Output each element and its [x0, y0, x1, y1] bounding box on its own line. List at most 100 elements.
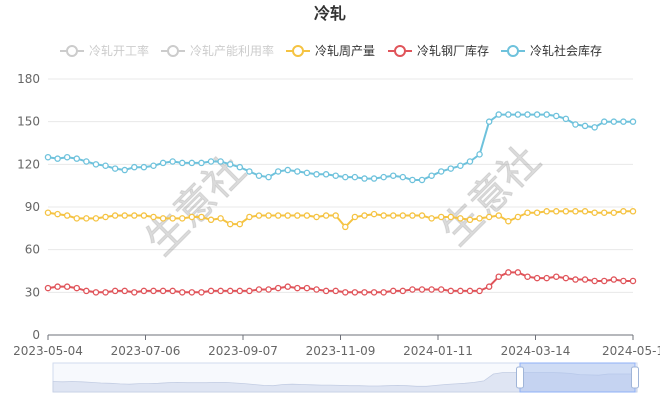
legend-item[interactable]: 冷轧产能利用率 — [161, 43, 274, 58]
data-point[interactable] — [44, 153, 52, 161]
legend-item[interactable]: 冷轧钢厂库存 — [388, 43, 489, 58]
data-point[interactable] — [581, 122, 589, 130]
data-point[interactable] — [562, 274, 570, 282]
data-point[interactable] — [111, 287, 119, 295]
data-point[interactable] — [476, 215, 483, 222]
data-point[interactable] — [121, 212, 128, 219]
data-point[interactable] — [342, 289, 349, 296]
data-point[interactable] — [150, 213, 157, 221]
data-point[interactable] — [188, 213, 196, 221]
data-point[interactable] — [389, 212, 397, 219]
data-point[interactable] — [485, 118, 493, 125]
data-point[interactable] — [629, 277, 637, 285]
data-point[interactable] — [591, 277, 598, 285]
data-point[interactable] — [140, 212, 148, 219]
data-point[interactable] — [533, 209, 541, 216]
data-point[interactable] — [102, 289, 109, 296]
data-point[interactable] — [159, 215, 167, 222]
data-point[interactable] — [457, 287, 464, 295]
data-point[interactable] — [485, 213, 493, 221]
data-point[interactable] — [361, 212, 368, 219]
data-point[interactable] — [581, 276, 589, 283]
data-point[interactable] — [294, 168, 301, 175]
data-point[interactable] — [169, 287, 176, 295]
zoom-handle[interactable] — [516, 366, 524, 389]
data-point[interactable] — [629, 208, 637, 215]
data-point[interactable] — [610, 276, 618, 283]
data-point[interactable] — [246, 287, 253, 295]
data-point[interactable] — [572, 121, 579, 128]
data-point[interactable] — [63, 212, 71, 219]
data-point[interactable] — [265, 286, 272, 293]
zoom-handle[interactable] — [631, 366, 639, 389]
data-point[interactable] — [63, 283, 71, 290]
data-point[interactable] — [600, 118, 608, 125]
data-point[interactable] — [322, 212, 330, 219]
data-point[interactable] — [389, 172, 397, 179]
data-point[interactable] — [351, 289, 359, 296]
data-point[interactable] — [409, 286, 416, 293]
data-point[interactable] — [370, 289, 378, 296]
data-point[interactable] — [246, 168, 253, 175]
data-point[interactable] — [437, 168, 445, 175]
data-point[interactable] — [44, 284, 52, 292]
data-point[interactable] — [131, 289, 138, 296]
data-point[interactable] — [553, 112, 560, 120]
data-point[interactable] — [495, 111, 502, 118]
data-point[interactable] — [505, 269, 512, 276]
data-point[interactable] — [255, 172, 263, 179]
data-point[interactable] — [73, 284, 81, 292]
data-point[interactable] — [274, 284, 282, 292]
data-point[interactable] — [514, 111, 522, 118]
data-point[interactable] — [399, 173, 407, 181]
data-point[interactable] — [159, 287, 167, 295]
zoom-selected-window[interactable] — [519, 362, 636, 393]
data-point[interactable] — [226, 161, 234, 168]
data-point[interactable] — [476, 151, 483, 158]
data-point[interactable] — [610, 209, 618, 216]
data-point[interactable] — [83, 287, 90, 295]
data-point[interactable] — [140, 163, 148, 171]
data-point[interactable] — [284, 166, 292, 174]
data-point[interactable] — [92, 161, 100, 168]
data-point[interactable] — [265, 173, 272, 181]
data-point[interactable] — [121, 287, 128, 295]
data-point[interactable] — [524, 273, 531, 280]
data-point[interactable] — [610, 118, 618, 125]
data-point[interactable] — [255, 286, 263, 293]
data-point[interactable] — [553, 273, 560, 280]
data-point[interactable] — [246, 213, 253, 221]
data-point[interactable] — [514, 213, 522, 221]
data-point[interactable] — [457, 215, 464, 222]
data-point[interactable] — [370, 210, 378, 218]
data-point[interactable] — [159, 159, 167, 167]
data-point[interactable] — [322, 171, 330, 178]
data-zoom-slider[interactable] — [52, 362, 639, 393]
data-point[interactable] — [236, 287, 244, 295]
data-point[interactable] — [485, 283, 493, 290]
legend-item[interactable]: 冷轧开工率 — [60, 43, 149, 58]
data-point[interactable] — [524, 209, 531, 216]
data-point[interactable] — [351, 173, 359, 181]
data-point[interactable] — [447, 213, 455, 221]
data-point[interactable] — [437, 213, 445, 221]
data-point[interactable] — [533, 111, 541, 118]
data-point[interactable] — [418, 286, 426, 293]
data-point[interactable] — [543, 208, 550, 215]
data-point[interactable] — [361, 175, 368, 182]
data-point[interactable] — [226, 287, 234, 295]
data-point[interactable] — [399, 287, 407, 295]
data-point[interactable] — [226, 220, 234, 228]
data-point[interactable] — [600, 277, 608, 285]
data-point[interactable] — [466, 158, 474, 165]
data-point[interactable] — [332, 172, 339, 179]
data-point[interactable] — [217, 287, 224, 295]
data-point[interactable] — [92, 289, 100, 296]
data-point[interactable] — [332, 287, 339, 295]
data-point[interactable] — [342, 223, 349, 231]
data-point[interactable] — [131, 212, 138, 219]
data-point[interactable] — [620, 277, 627, 285]
data-point[interactable] — [428, 286, 435, 293]
data-point[interactable] — [495, 212, 502, 219]
data-point[interactable] — [284, 283, 292, 290]
